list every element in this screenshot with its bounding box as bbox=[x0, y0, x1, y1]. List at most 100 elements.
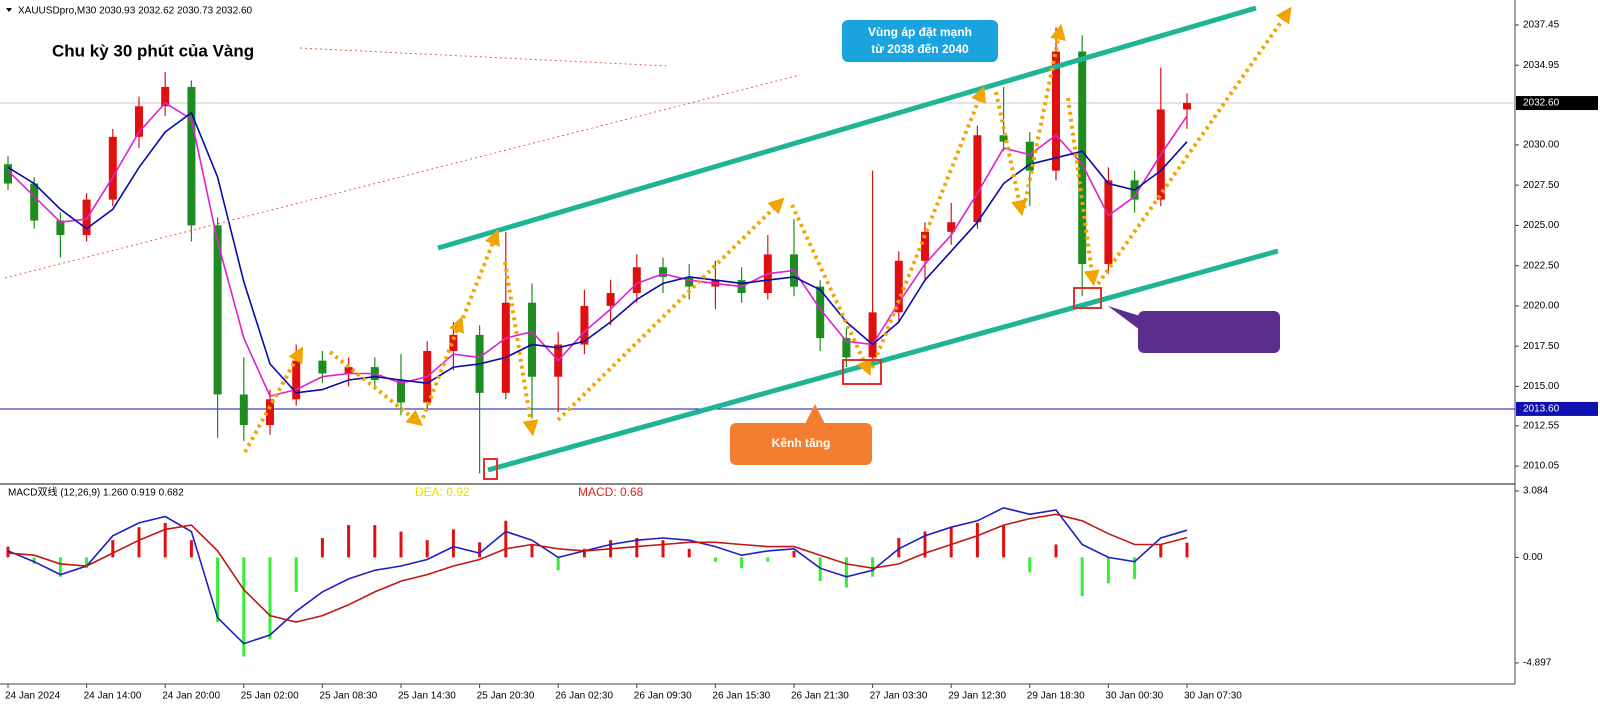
arrow bbox=[1066, 97, 1100, 287]
histogram-bar bbox=[1028, 557, 1032, 573]
candle-body bbox=[239, 394, 248, 426]
histogram-bar bbox=[399, 531, 403, 558]
candle-body bbox=[580, 305, 589, 345]
callout-pointer bbox=[805, 404, 825, 424]
histogram-bar bbox=[1106, 557, 1110, 584]
x-tick-label: 25 Jan 08:30 bbox=[319, 691, 377, 702]
title-box bbox=[25, 30, 290, 72]
histogram-bar bbox=[897, 538, 901, 558]
y-tick-label: 3.084 bbox=[1523, 486, 1548, 497]
histogram-bar bbox=[1159, 544, 1163, 558]
candle-body bbox=[56, 220, 65, 236]
arrow bbox=[556, 197, 785, 422]
candle-body bbox=[842, 338, 851, 358]
indicator-line bbox=[7, 513, 1188, 623]
price-label: 2013.60 bbox=[1523, 404, 1560, 415]
y-tick-label: 2015.00 bbox=[1523, 381, 1560, 392]
price-label: 2032.60 bbox=[1523, 98, 1560, 109]
callout-text: Kênh tăng bbox=[772, 436, 831, 450]
histogram-bar bbox=[137, 527, 141, 558]
candle-body bbox=[816, 286, 825, 339]
y-tick-label: 2012.55 bbox=[1523, 420, 1560, 431]
x-tick-label: 25 Jan 02:00 bbox=[241, 691, 299, 702]
x-tick-label: 24 Jan 2024 bbox=[5, 691, 60, 702]
y-tick-label: 2037.45 bbox=[1523, 20, 1560, 31]
histogram-bar bbox=[1002, 525, 1006, 558]
chart-caption: Chu kỳ 30 phút của Vàng bbox=[52, 41, 254, 60]
histogram-bar bbox=[687, 548, 691, 558]
arrow bbox=[870, 86, 986, 369]
histogram-bar bbox=[58, 557, 62, 577]
histogram-bar bbox=[216, 557, 220, 623]
histogram-bar bbox=[792, 550, 796, 558]
histogram-bar bbox=[661, 540, 665, 558]
candle-body bbox=[999, 135, 1008, 142]
candle-body bbox=[659, 267, 667, 277]
x-tick-label: 26 Jan 21:30 bbox=[791, 691, 849, 702]
annotations: Chu kỳ 30 phút của Vàng Vùng áp đặt mạnh… bbox=[4, 5, 1292, 499]
histogram-bar bbox=[32, 557, 36, 564]
x-tick-label: 24 Jan 14:00 bbox=[84, 691, 142, 702]
candle-body bbox=[973, 135, 982, 223]
macd-label: MACD: 0.68 bbox=[578, 485, 644, 499]
candle-body bbox=[1104, 180, 1113, 265]
histogram-bar bbox=[163, 522, 167, 558]
candle-body bbox=[292, 360, 301, 400]
price-label-box bbox=[1516, 96, 1598, 111]
histogram-bar bbox=[1080, 557, 1084, 597]
highlight-box bbox=[842, 359, 882, 385]
indicator-line bbox=[7, 101, 1188, 398]
y-tick-label: 2010.05 bbox=[1523, 461, 1560, 472]
histogram-bar bbox=[740, 557, 744, 569]
channel-lower bbox=[487, 248, 1279, 473]
highlight-box bbox=[483, 458, 498, 480]
histogram-bar bbox=[530, 544, 534, 558]
candle-body bbox=[397, 379, 405, 403]
path-arrows bbox=[243, 6, 1292, 453]
candle-body bbox=[685, 276, 694, 287]
x-tick-label: 26 Jan 09:30 bbox=[634, 691, 692, 702]
histogram-bar bbox=[189, 540, 193, 558]
x-tick-label: 30 Jan 07:30 bbox=[1184, 691, 1242, 702]
histogram-bar bbox=[1185, 542, 1189, 558]
x-tick-label: 29 Jan 12:30 bbox=[948, 691, 1006, 702]
candle-body bbox=[187, 86, 196, 226]
arrow bbox=[790, 204, 872, 376]
histogram-bar bbox=[373, 525, 377, 558]
x-tick-label: 24 Jan 20:00 bbox=[162, 691, 220, 702]
candle-body bbox=[1078, 51, 1087, 265]
x-tick-label: 25 Jan 14:30 bbox=[398, 691, 456, 702]
trend-line bbox=[299, 47, 669, 67]
histogram-bar bbox=[635, 538, 639, 558]
candle-body bbox=[606, 293, 615, 306]
trend-line bbox=[4, 74, 801, 279]
candle-body bbox=[947, 222, 956, 232]
indicator-line bbox=[7, 506, 1188, 645]
y-tick-label: 2022.50 bbox=[1523, 260, 1560, 271]
candle-body bbox=[632, 267, 641, 294]
x-tick-label: 27 Jan 03:30 bbox=[870, 691, 928, 702]
x-tick-label: 25 Jan 20:30 bbox=[477, 691, 535, 702]
candle-body bbox=[501, 302, 510, 393]
highlight-box bbox=[1073, 287, 1102, 309]
support-callout bbox=[1138, 311, 1280, 353]
arrow bbox=[994, 91, 1027, 217]
y-tick-label: 0.00 bbox=[1523, 552, 1543, 563]
candle-body bbox=[449, 334, 458, 351]
histogram-bar bbox=[1133, 557, 1137, 579]
y-tick-label: 2034.95 bbox=[1523, 60, 1560, 71]
price-label-box bbox=[1516, 401, 1598, 416]
histogram-bar bbox=[478, 542, 482, 558]
arrow bbox=[328, 350, 424, 426]
candle-body bbox=[318, 360, 327, 374]
y-tick-label: 2027.50 bbox=[1523, 180, 1560, 191]
histogram-bar bbox=[451, 529, 455, 558]
candle-body bbox=[1052, 51, 1060, 171]
candle-body bbox=[344, 367, 353, 374]
arrow bbox=[243, 346, 304, 453]
histogram-bar bbox=[347, 525, 351, 558]
candle-body bbox=[921, 231, 929, 261]
histogram-bar bbox=[556, 557, 560, 571]
histogram-bar bbox=[871, 557, 875, 577]
